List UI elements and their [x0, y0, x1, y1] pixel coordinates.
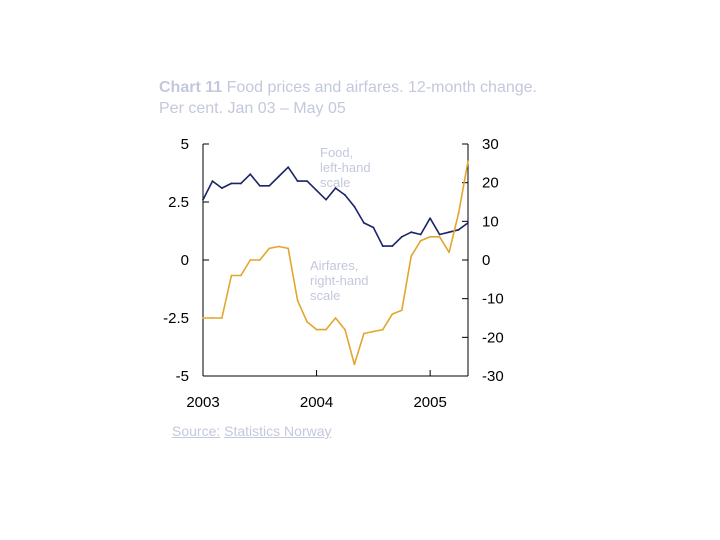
food-data-point — [438, 233, 441, 236]
airfares-data-point — [211, 317, 214, 319]
airfares-data-point — [287, 247, 290, 250]
airfares-series-label: Airfares, — [310, 258, 358, 273]
airfares-data-point — [306, 320, 309, 323]
food-data-point — [306, 180, 309, 183]
left-tick-label: 2.5 — [168, 194, 189, 211]
food-data-point — [268, 184, 271, 187]
airfares-data-point — [221, 317, 223, 319]
airfares-data-point — [448, 251, 450, 254]
food-data-point — [419, 233, 422, 236]
source-text: Statistics Norway — [224, 423, 332, 439]
right-tick-label: -10 — [482, 291, 504, 308]
airfares-data-point — [400, 309, 403, 312]
airfares-data-point — [353, 363, 356, 366]
airfares-series-label: scale — [310, 288, 340, 303]
food-data-point — [400, 235, 403, 238]
food-data-point — [249, 173, 252, 176]
airfares-data-point — [429, 235, 432, 238]
airfares-data-point — [438, 235, 441, 238]
food-series-label: scale — [320, 175, 350, 190]
right-tick-label: -20 — [482, 329, 504, 346]
chart-title-text: Food prices and airfares. 12-month chang… — [159, 79, 537, 117]
airfares-data-point — [277, 245, 280, 248]
food-data-point — [258, 184, 261, 187]
airfares-data-point — [230, 274, 233, 277]
x-tick-label: 2005 — [413, 394, 446, 411]
food-data-point — [448, 231, 450, 234]
left-tick-label: -2.5 — [163, 310, 189, 327]
right-tick-label: 30 — [482, 136, 499, 153]
right-tick-label: 20 — [482, 175, 499, 192]
source-note: Source: Statistics Norway — [172, 423, 332, 439]
airfares-data-point — [381, 328, 384, 331]
left-tick-label: -5 — [176, 368, 189, 385]
airfares-data-point — [372, 330, 375, 333]
food-data-point — [467, 221, 469, 224]
food-data-point — [221, 187, 223, 189]
food-data-point — [429, 217, 432, 220]
food-data-point — [325, 198, 327, 201]
food-data-point — [391, 245, 394, 247]
airfares-data-point — [457, 212, 460, 215]
left-tick-label: 0 — [181, 252, 189, 269]
airfares-data-point — [315, 328, 318, 331]
airfares-data-point — [344, 328, 346, 331]
airfares-data-point — [334, 317, 337, 319]
left-tick-label: 5 — [181, 136, 189, 153]
chart-number: Chart 11 — [159, 79, 223, 96]
x-tick-label: 2003 — [186, 394, 219, 411]
airfares-data-point — [467, 160, 469, 163]
food-series-label: Food, — [320, 145, 353, 160]
food-data-point — [211, 180, 214, 183]
food-data-point — [296, 180, 299, 183]
airfares-data-point — [202, 317, 204, 319]
x-tick-label: 2004 — [300, 394, 333, 411]
airfares-data-point — [391, 313, 394, 316]
food-data-point — [202, 198, 204, 201]
food-data-point — [230, 182, 233, 185]
right-tick-label: -30 — [482, 368, 504, 385]
food-data-point — [372, 226, 375, 229]
food-series-label: left-hand — [320, 160, 371, 175]
food-data-point — [457, 228, 460, 231]
food-data-point — [239, 182, 242, 185]
food-data-point — [410, 231, 413, 234]
food-data-point — [277, 175, 280, 178]
source-label: Source: — [172, 423, 221, 439]
airfares-data-point — [258, 259, 261, 261]
airfares-data-point — [419, 239, 422, 242]
food-data-point — [344, 194, 346, 196]
food-data-point — [334, 187, 337, 189]
airfares-series-label: right-hand — [310, 273, 369, 288]
food-data-point — [287, 166, 290, 169]
airfares-data-point — [410, 255, 413, 258]
food-data-point — [381, 245, 384, 247]
chart-title: Chart 11 Food prices and airfares. 12-mo… — [159, 77, 539, 119]
right-tick-label: 0 — [482, 252, 490, 269]
airfares-data-point — [325, 328, 327, 331]
airfares-data-point — [249, 259, 252, 261]
airfares-data-point — [296, 299, 299, 302]
food-data-point — [353, 205, 356, 208]
airfares-data-point — [268, 247, 271, 250]
right-tick-label: 10 — [482, 213, 499, 230]
airfares-data-point — [362, 332, 365, 335]
food-data-point — [362, 221, 365, 224]
food-data-point — [315, 189, 318, 192]
airfares-data-point — [239, 274, 242, 277]
